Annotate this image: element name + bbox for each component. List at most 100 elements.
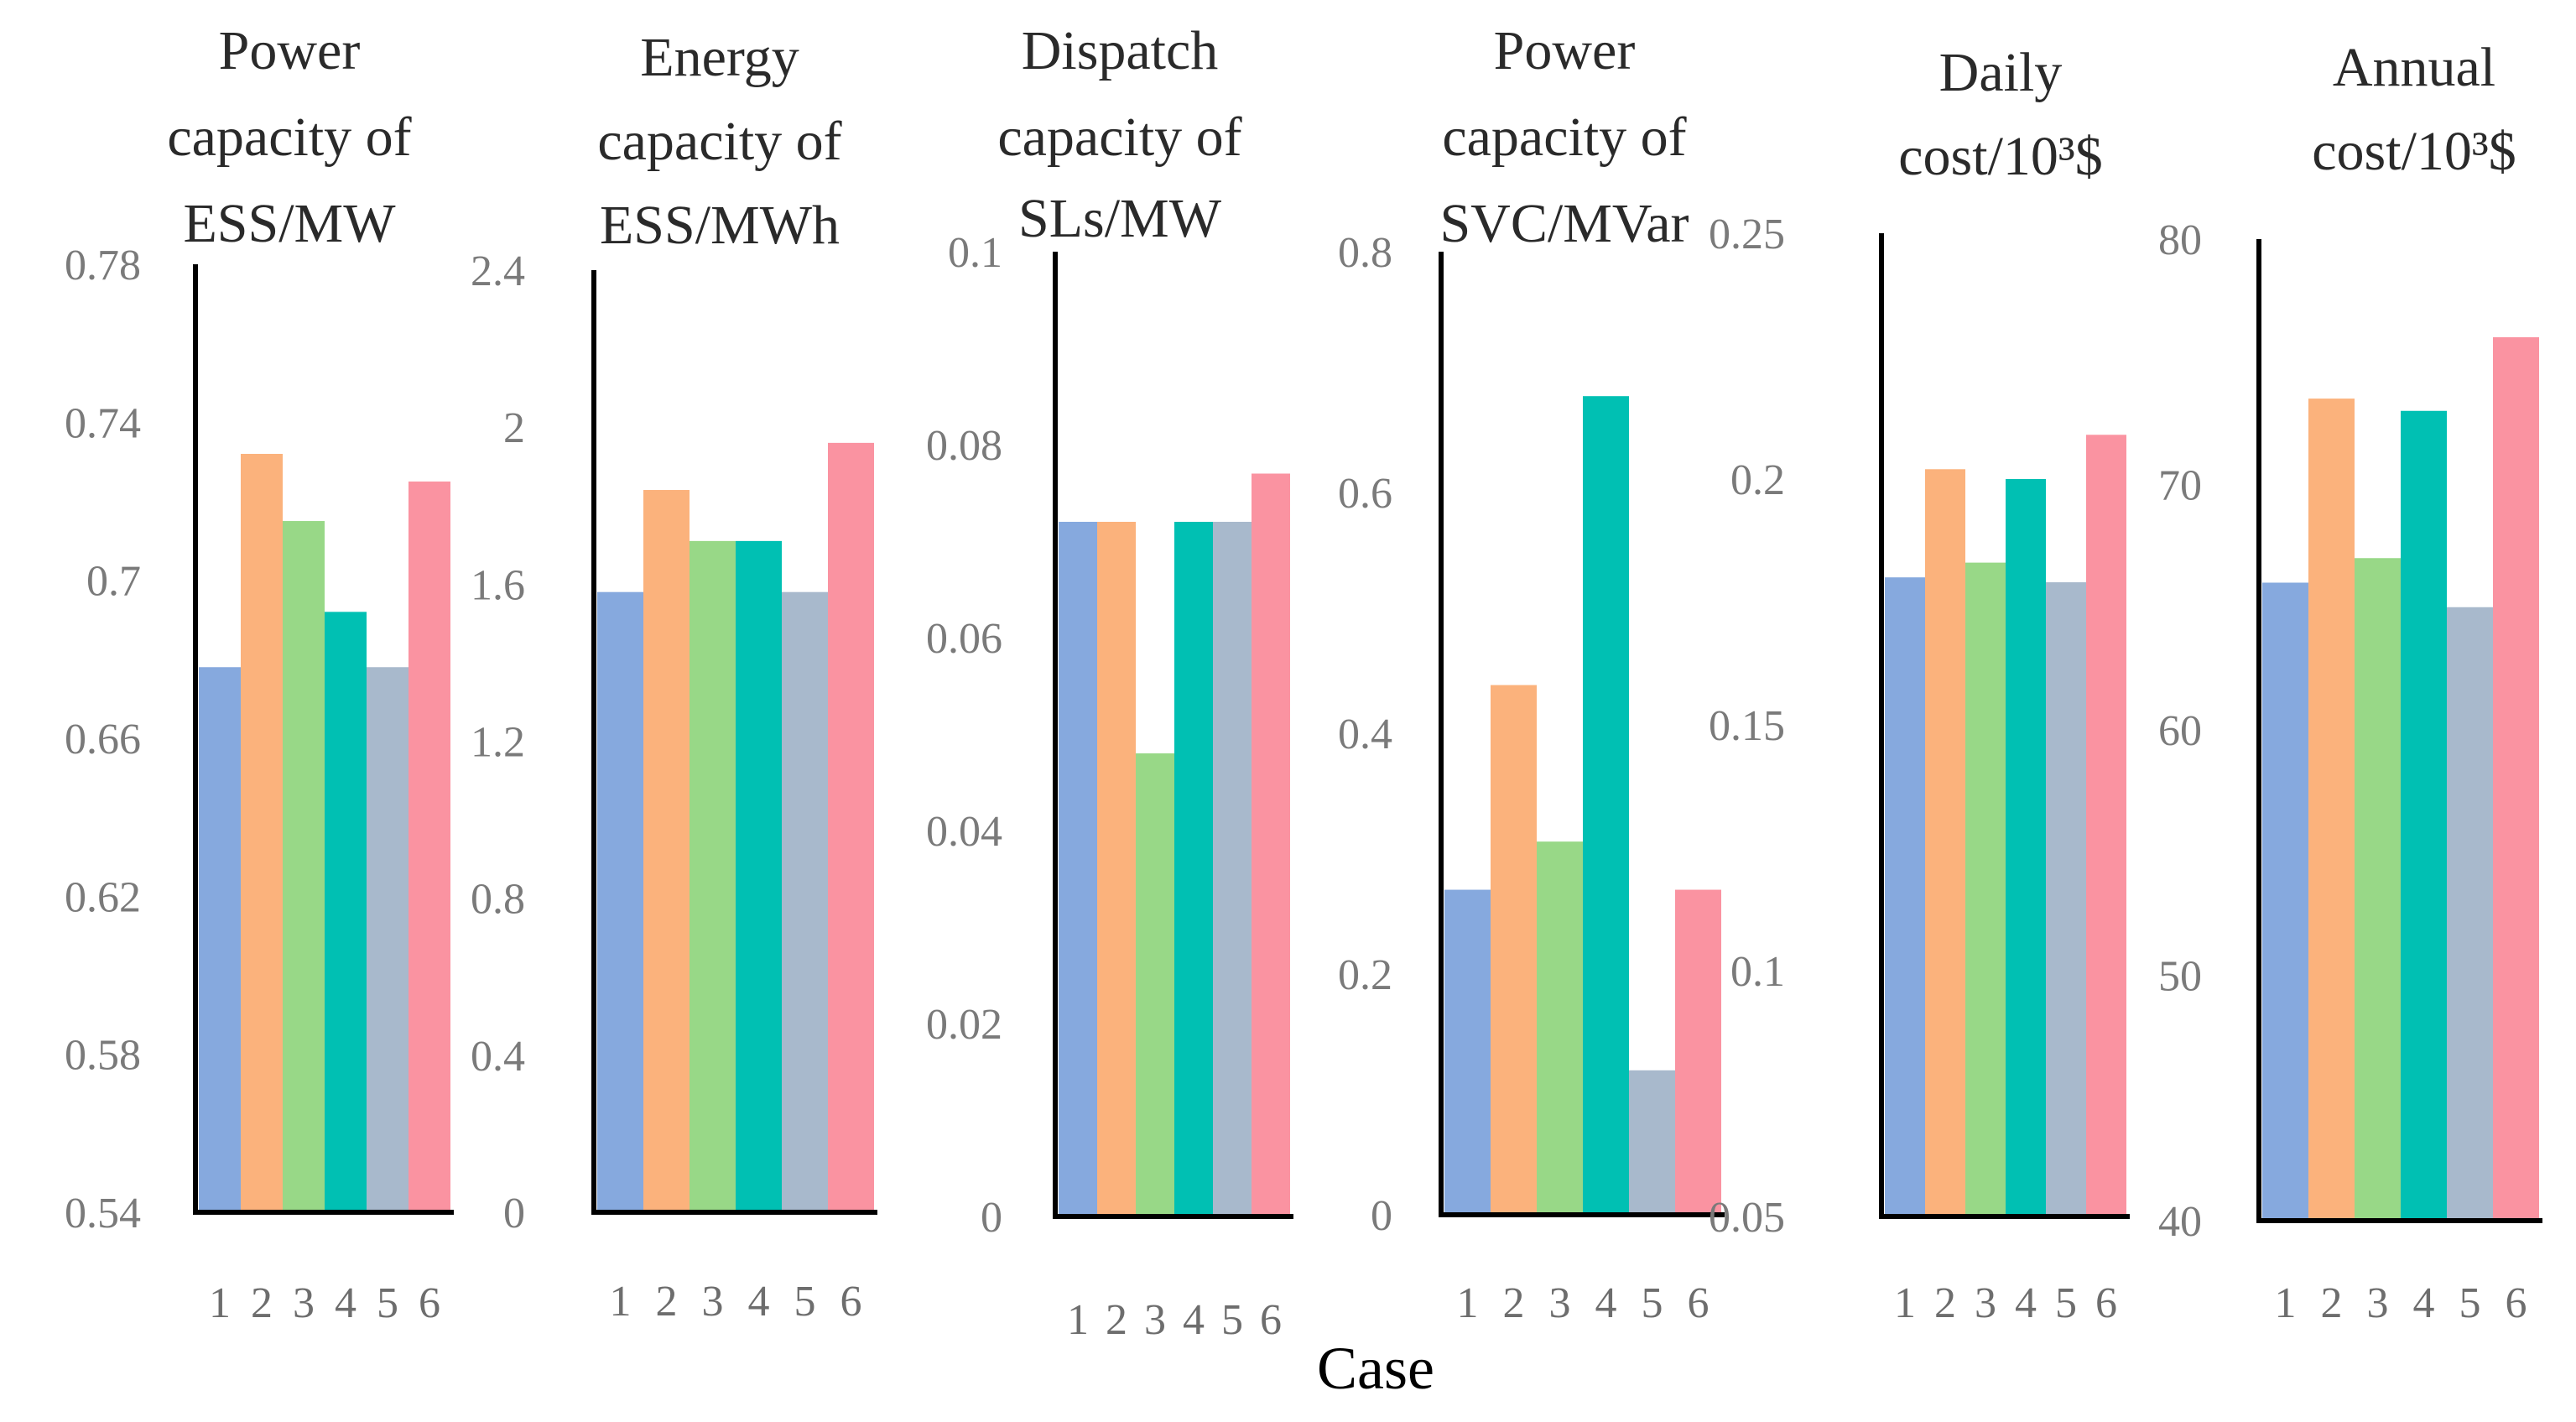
x-tick-label-case-2: 2 [1106,1296,1127,1344]
y-tick-label: 0.2 [1730,456,1785,504]
chart-title-line: Power [1494,20,1636,81]
y-tick-label: 0.8 [1338,229,1392,277]
bar-case-4 [2006,479,2046,1216]
bar-case-5 [2447,607,2493,1221]
y-tick-label: 0.2 [1338,951,1392,999]
y-tick-label: 0 [1371,1192,1392,1240]
chart-panel-6: Annual cost/10³$ 40 50 60 70 80 1 2 3 4 5 6 [2158,37,2542,1327]
bar-case-6 [1252,473,1290,1216]
bar-case-5 [2046,582,2086,1216]
bar-case-3 [1136,753,1174,1216]
x-tick-label-case-6: 6 [1688,1279,1710,1327]
x-tick-label-case-1: 1 [209,1279,231,1327]
y-tick-label: 0.54 [65,1190,141,1237]
chart-title-line: capacity of [997,107,1241,168]
y-tick-label: 60 [2158,707,2202,755]
x-tick-label-case-1: 1 [1894,1279,1916,1327]
bar-case-3 [1965,562,2006,1216]
bar-case-1 [1444,889,1491,1215]
y-tick-label: 0.66 [65,716,141,763]
chart-title-line: capacity of [167,107,411,168]
chart-panel-1: Power capacity of ESS/MW 0.54 0.58 0.62 0.66 0.… [65,20,454,1327]
y-tick-label: 0.62 [65,873,141,921]
x-tick-label-case-4: 4 [748,1278,770,1326]
bar-case-2 [1491,685,1537,1215]
bar-case-4 [2401,410,2447,1221]
y-tick-label: 0 [503,1190,525,1237]
chart-title-line: Annual [2333,37,2495,98]
bar-case-4 [1583,396,1629,1215]
bar-case-2 [241,454,283,1212]
y-tick-label: 0.4 [471,1033,525,1081]
bar-case-6 [1675,889,1721,1215]
y-tick-label: 0 [981,1194,1002,1242]
x-tick-label-case-1: 1 [610,1278,632,1326]
y-tick-label: 0.25 [1709,211,1785,258]
bar-case-5 [782,591,828,1212]
bar-case-6 [828,442,874,1212]
chart-title-line: cost/10³$ [1898,126,2102,187]
y-tick-label: 0.06 [926,615,1002,663]
chart-panel-5: Daily cost/10³$ 0.05 0.1 0.15 0.2 0.25 1 2 3 4 5 6 [1709,42,2130,1327]
x-axis-label: Case [1317,1335,1434,1402]
y-tick-label: 0.15 [1709,702,1785,750]
chart-title-line: ESS/MW [183,193,396,254]
x-tick-label-case-2: 2 [1934,1279,1956,1327]
bar-case-5 [367,667,409,1212]
bar-case-2 [643,490,690,1212]
x-tick-label-case-3: 3 [2367,1279,2389,1327]
y-tick-label: 0.1 [1730,948,1785,996]
chart-title-line: capacity of [597,111,841,172]
x-tick-label-case-5: 5 [2055,1279,2077,1327]
chart-title-line: Power [219,20,361,81]
x-tick-label-case-5: 5 [1221,1296,1243,1344]
bar-case-1 [1059,522,1097,1216]
x-tick-label-case-4: 4 [2413,1279,2435,1327]
x-tick-label-case-2: 2 [2321,1279,2343,1327]
bar-case-2 [1097,522,1136,1216]
x-tick-label-case-6: 6 [840,1278,862,1326]
chart-title-line: cost/10³$ [2312,121,2516,182]
bar-case-5 [1213,522,1252,1216]
bar-case-1 [1885,577,1925,1216]
chart-title-line: SLs/MW [1018,188,1222,249]
y-tick-label: 0.7 [86,558,141,606]
chart-panel-2: Energy capacity of ESS/MWh 0 0.4 0.8 1.2 1.6 2 2.… [471,27,877,1326]
y-tick-label: 2.4 [471,247,525,295]
x-tick-label-case-6: 6 [1260,1296,1282,1344]
bar-case-1 [199,667,241,1212]
y-tick-label: 0.4 [1338,711,1392,758]
bar-case-3 [1537,841,1583,1215]
y-tick-label: 1.6 [471,561,525,609]
bar-case-1 [2262,582,2308,1221]
bar-case-6 [2086,435,2126,1216]
chart-title-line: Dispatch [1022,20,1219,81]
x-tick-label-case-4: 4 [1595,1279,1617,1327]
y-tick-label: 0.8 [471,876,525,924]
x-tick-label-case-3: 3 [1549,1279,1571,1327]
x-tick-label-case-6: 6 [2506,1279,2527,1327]
chart-title-line: Energy [640,27,799,88]
bar-case-4 [1174,522,1213,1216]
x-tick-label-case-2: 2 [1503,1279,1525,1327]
y-tick-label: 0.6 [1338,470,1392,518]
x-tick-label-case-2: 2 [656,1278,678,1326]
y-tick-label: 80 [2158,216,2202,264]
bar-case-4 [736,540,782,1212]
chart-title-line: capacity of [1442,107,1686,168]
y-tick-label: 0.08 [926,422,1002,470]
bar-case-3 [2355,558,2401,1221]
x-tick-label-case-4: 4 [335,1279,356,1327]
x-tick-label-case-3: 3 [293,1279,315,1327]
bar-case-4 [325,612,367,1212]
x-tick-label-case-4: 4 [1183,1296,1205,1344]
y-tick-label: 50 [2158,953,2202,1001]
bar-case-3 [690,540,736,1212]
y-tick-label: 0.78 [65,242,141,289]
bar-case-3 [283,521,325,1212]
y-tick-label: 1.2 [471,719,525,767]
chart-title-line: ESS/MWh [600,195,840,256]
y-tick-label: 0.74 [65,399,141,447]
chart-title-line: SVC/MVar [1439,193,1689,254]
chart-panel-3: Dispatch capacity of SLs/MW 0 0.02 0.04 0.06 0.… [926,20,1293,1344]
